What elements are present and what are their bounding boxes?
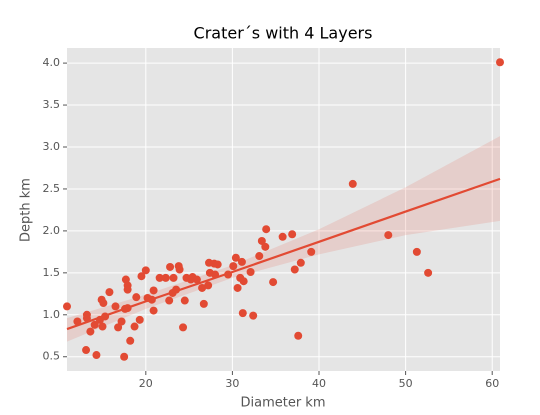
point: [98, 322, 107, 331]
y-tick-label: 1.5: [43, 266, 61, 279]
point: [120, 352, 129, 361]
point: [231, 253, 240, 262]
regression-line: [66, 177, 501, 331]
y-tick-label: 4.0: [43, 56, 61, 69]
point: [99, 299, 108, 308]
point: [165, 296, 174, 305]
point: [161, 273, 170, 282]
point: [141, 266, 150, 275]
point: [246, 268, 255, 277]
y-tick-label: 3.0: [43, 140, 61, 153]
point: [90, 320, 99, 329]
y-tick-label: 3.5: [43, 98, 61, 111]
point: [384, 231, 393, 240]
point: [262, 225, 271, 234]
point: [290, 265, 299, 274]
y-tick-label: 1.0: [43, 308, 61, 321]
point: [63, 302, 71, 311]
point: [175, 265, 184, 274]
chart-title: Crater´s with 4 Layers: [194, 24, 373, 43]
y-axis-label: Depth km: [19, 178, 34, 242]
x-axis-label: Diameter km: [240, 396, 325, 411]
point: [82, 310, 91, 319]
point: [249, 311, 258, 320]
point: [288, 230, 297, 239]
point: [255, 252, 264, 261]
point: [179, 323, 188, 332]
point: [105, 288, 114, 297]
point: [213, 260, 222, 269]
point: [269, 278, 278, 287]
point: [278, 232, 287, 241]
point: [296, 258, 305, 267]
point: [238, 309, 247, 318]
point: [137, 272, 146, 281]
point: [166, 262, 175, 271]
point: [192, 275, 201, 284]
point: [130, 322, 139, 331]
point: [257, 236, 266, 245]
x-tick-label: 60: [485, 377, 499, 390]
y-tick-label: 2.0: [43, 224, 61, 237]
x-tick-label: 40: [312, 377, 326, 390]
point: [198, 283, 207, 292]
point: [348, 179, 357, 188]
point: [239, 277, 248, 286]
point: [294, 331, 303, 340]
point: [233, 283, 242, 292]
point: [496, 58, 504, 67]
point: [135, 315, 144, 324]
y-tick-label: 2.5: [43, 182, 61, 195]
point: [155, 273, 164, 282]
point: [73, 317, 82, 326]
point: [86, 327, 95, 336]
point: [82, 346, 91, 355]
point: [229, 262, 238, 271]
y-tick-label: 0.5: [43, 350, 61, 363]
point: [307, 247, 316, 256]
point: [424, 268, 433, 277]
point: [132, 293, 141, 302]
point: [180, 296, 189, 305]
point: [199, 299, 208, 308]
x-tick-label: 30: [225, 377, 239, 390]
point: [114, 323, 123, 332]
x-tick-label: 50: [399, 377, 413, 390]
point: [126, 336, 135, 345]
point: [111, 302, 120, 311]
point: [123, 285, 132, 294]
point: [92, 351, 101, 360]
point: [204, 281, 213, 290]
x-tick-label: 20: [139, 377, 153, 390]
point: [261, 242, 270, 251]
point: [237, 257, 246, 266]
point: [169, 273, 178, 282]
point: [149, 306, 158, 315]
point: [117, 317, 126, 326]
point: [412, 247, 421, 256]
point: [149, 286, 158, 295]
